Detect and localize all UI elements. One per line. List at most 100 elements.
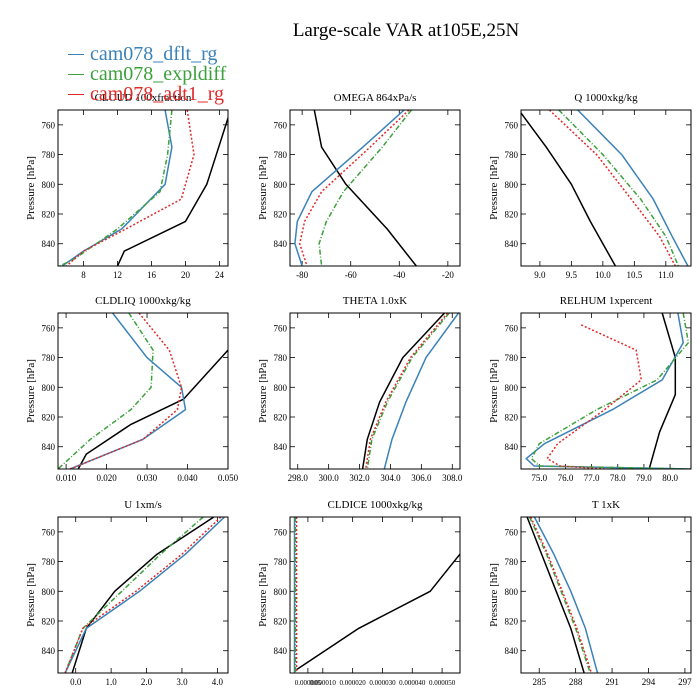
- y-axis-label: Pressure [hPa]: [488, 359, 500, 423]
- y-tick-label: 780: [42, 150, 56, 160]
- y-tick-label: 840: [274, 239, 288, 249]
- x-tick-label: 8: [81, 270, 86, 280]
- x-tick-label: 0.0: [70, 677, 82, 687]
- series-line: [361, 313, 446, 469]
- y-tick-label: 800: [42, 180, 56, 190]
- y-axis-label: Pressure [hPa]: [257, 359, 269, 423]
- series-line: [295, 553, 460, 671]
- panel: CLDLIQ 1000xkg/kg Pressure [hPa] 760 780 800…: [25, 295, 239, 483]
- series-line: [558, 110, 680, 266]
- panel: OMEGA 864xPa/s Pressure [hPa] 760 780 800 820…: [257, 92, 461, 280]
- panel-title: CLOUD 100xfraction: [95, 92, 192, 104]
- y-axis-label: Pressure [hPa]: [488, 563, 500, 627]
- y-tick-label: 780: [274, 150, 288, 160]
- y-tick-label: 780: [505, 150, 519, 160]
- y-axis-label: Pressure [hPa]: [488, 156, 500, 220]
- legend-label: cam078_dflt_rg: [90, 43, 218, 65]
- y-tick-label: 800: [505, 383, 519, 393]
- series-line: [383, 313, 460, 469]
- plot-frame: [57, 109, 229, 267]
- y-tick-label: 840: [42, 646, 56, 656]
- y-tick-label: 760: [505, 323, 519, 333]
- plot-frame: [57, 312, 229, 470]
- y-tick-label: 760: [42, 527, 56, 537]
- panel: T 1xK Pressure [hPa] 760 780 800 820 840 285 288…: [488, 499, 692, 687]
- x-tick-label: 12: [113, 270, 122, 280]
- x-tick-label: 4.0: [212, 677, 224, 687]
- y-tick-label: 800: [274, 383, 288, 393]
- x-tick-label: 0.010: [56, 473, 77, 483]
- legend-swatch: [68, 74, 84, 75]
- y-tick-label: 780: [274, 557, 288, 567]
- y-axis-label: Pressure [hPa]: [257, 156, 269, 220]
- x-tick-label: 79.0: [636, 473, 652, 483]
- x-tick-label: 9.0: [534, 270, 546, 280]
- figure-title: Large-scale VAR at105E,25N: [292, 20, 520, 41]
- x-tick-label: 306.0: [411, 473, 432, 483]
- y-tick-label: 840: [274, 442, 288, 452]
- y-tick-label: 820: [505, 210, 519, 220]
- series-line: [58, 313, 154, 469]
- plot-frame: [289, 109, 461, 267]
- series-line: [64, 517, 226, 673]
- x-tick-label: 2.0: [141, 677, 153, 687]
- panel: RELHUM 1xpercent Pressure [hPa] 760 780 800 8…: [488, 295, 692, 483]
- y-tick-label: 820: [505, 617, 519, 627]
- panel-title: CLDICE 1000xkg/kg: [327, 499, 423, 511]
- plot-frame: [520, 516, 692, 674]
- legend-swatch: [68, 54, 84, 55]
- y-tick-label: 840: [505, 442, 519, 452]
- legend-label: cam078_adt1_rg: [90, 83, 225, 105]
- series-line: [116, 115, 228, 266]
- y-tick-label: 800: [42, 383, 56, 393]
- series-line: [61, 110, 173, 266]
- x-tick-label: 10.0: [595, 270, 611, 280]
- series-line: [59, 110, 173, 266]
- y-axis-label: Pressure [hPa]: [25, 359, 37, 423]
- y-axis-label: Pressure [hPa]: [257, 563, 269, 627]
- x-tick-label: -20: [442, 270, 454, 280]
- panel-title: THETA 1.0xK: [343, 295, 408, 307]
- panel: U 1xm/s Pressure [hPa] 760 780 800 820 840 0.0 1…: [25, 499, 229, 687]
- series-line: [64, 517, 222, 673]
- y-tick-label: 820: [505, 413, 519, 423]
- series-line: [71, 517, 215, 673]
- panel-title: CLDLIQ 1000xkg/kg: [95, 295, 191, 307]
- series-line: [548, 110, 676, 266]
- series-line: [77, 349, 228, 469]
- y-tick-label: 840: [42, 442, 56, 452]
- y-tick-label: 820: [42, 617, 56, 627]
- x-tick-label: 3.0: [176, 677, 188, 687]
- x-tick-label: 0.000010: [310, 679, 337, 687]
- series-line: [521, 112, 617, 266]
- x-tick-label: 291: [605, 677, 619, 687]
- panel: CLOUD 100xfraction Pressure [hPa] 760 780 80…: [25, 92, 229, 280]
- plot-frame: [289, 516, 461, 674]
- x-tick-label: 0.000050: [429, 679, 456, 687]
- panel-title: OMEGA 864xPa/s: [334, 92, 417, 104]
- series-line: [364, 313, 449, 469]
- x-tick-label: 288: [569, 677, 583, 687]
- panel: CLDICE 1000xkg/kg Pressure [hPa] 760 780 800…: [257, 499, 461, 687]
- x-tick-label: 294: [642, 677, 656, 687]
- y-tick-label: 820: [274, 617, 288, 627]
- legend-label: cam078_expldiff: [90, 63, 227, 85]
- y-axis-label: Pressure [hPa]: [25, 563, 37, 627]
- x-tick-label: 308.0: [442, 473, 463, 483]
- x-tick-label: 0.000030: [369, 679, 396, 687]
- y-tick-label: 820: [274, 413, 288, 423]
- series-line: [526, 517, 585, 673]
- series-line: [69, 313, 187, 469]
- x-tick-label: 300.0: [319, 473, 340, 483]
- y-tick-label: 780: [505, 557, 519, 567]
- y-tick-label: 820: [274, 210, 288, 220]
- x-tick-label: 20: [181, 270, 191, 280]
- y-tick-label: 800: [505, 180, 519, 190]
- plot-frame: [57, 516, 229, 674]
- series-line: [577, 110, 689, 266]
- series-line: [313, 110, 417, 266]
- panel: Q 1000xkg/kg Pressure [hPa] 760 780 800 820 84…: [488, 92, 692, 280]
- x-tick-label: 1.0: [106, 677, 118, 687]
- y-tick-label: 760: [274, 323, 288, 333]
- x-tick-label: 0.000020: [340, 679, 367, 687]
